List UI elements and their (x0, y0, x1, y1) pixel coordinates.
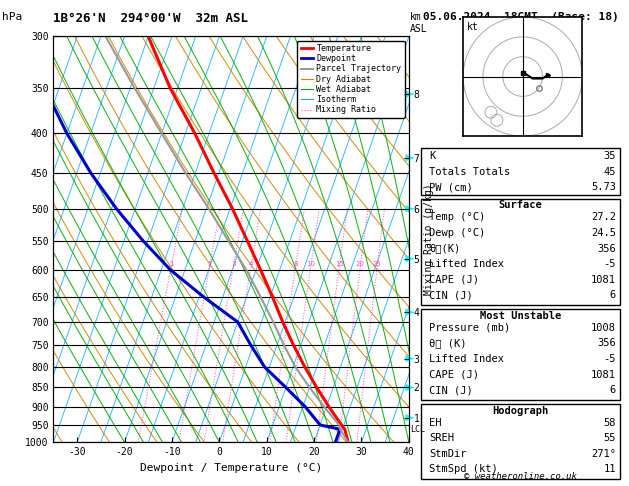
Text: 6: 6 (610, 385, 616, 395)
Text: 3: 3 (231, 261, 235, 267)
Text: PW (cm): PW (cm) (430, 182, 473, 192)
Text: 1081: 1081 (591, 369, 616, 380)
Text: kt: kt (467, 22, 479, 32)
Text: Lifted Index: Lifted Index (430, 354, 504, 364)
Y-axis label: Mixing Ratio (g/kg): Mixing Ratio (g/kg) (424, 184, 434, 295)
Text: 25: 25 (373, 261, 382, 267)
Text: 35: 35 (603, 151, 616, 161)
Text: 1: 1 (169, 261, 173, 267)
Text: -5: -5 (603, 354, 616, 364)
Text: StmDir: StmDir (430, 449, 467, 459)
Text: 5.73: 5.73 (591, 182, 616, 192)
Text: -5: -5 (603, 259, 616, 269)
Text: 58: 58 (603, 418, 616, 428)
Text: Dewp (°C): Dewp (°C) (430, 228, 486, 238)
Text: θᴇ (K): θᴇ (K) (430, 338, 467, 348)
Text: 27.2: 27.2 (591, 212, 616, 223)
Legend: Temperature, Dewpoint, Parcel Trajectory, Dry Adiabat, Wet Adiabat, Isotherm, Mi: Temperature, Dewpoint, Parcel Trajectory… (297, 41, 404, 118)
Text: K: K (430, 151, 436, 161)
Text: hPa: hPa (2, 12, 22, 22)
Text: CAPE (J): CAPE (J) (430, 275, 479, 285)
Text: 20: 20 (356, 261, 365, 267)
Text: CIN (J): CIN (J) (430, 290, 473, 300)
Text: ASL: ASL (410, 24, 428, 35)
Text: 1081: 1081 (591, 275, 616, 285)
Text: 55: 55 (603, 434, 616, 443)
Text: 2: 2 (208, 261, 211, 267)
Text: CAPE (J): CAPE (J) (430, 369, 479, 380)
Text: 05.06.2024  18GMT  (Base: 18): 05.06.2024 18GMT (Base: 18) (423, 12, 618, 22)
Text: 11: 11 (603, 465, 616, 474)
Text: 45: 45 (603, 167, 616, 176)
Text: StmSpd (kt): StmSpd (kt) (430, 465, 498, 474)
Text: 15: 15 (335, 261, 343, 267)
X-axis label: Dewpoint / Temperature (°C): Dewpoint / Temperature (°C) (140, 463, 322, 473)
Text: 356: 356 (597, 338, 616, 348)
Text: © weatheronline.co.uk: © weatheronline.co.uk (464, 472, 577, 481)
Text: Totals Totals: Totals Totals (430, 167, 511, 176)
Text: 356: 356 (597, 243, 616, 254)
Text: 10: 10 (306, 261, 315, 267)
Text: Pressure (mb): Pressure (mb) (430, 323, 511, 333)
Text: LCL: LCL (410, 425, 425, 434)
Text: Temp (°C): Temp (°C) (430, 212, 486, 223)
Text: Surface: Surface (499, 200, 542, 210)
Text: 8: 8 (293, 261, 298, 267)
Text: CIN (J): CIN (J) (430, 385, 473, 395)
Text: Most Unstable: Most Unstable (480, 311, 561, 321)
Text: SREH: SREH (430, 434, 454, 443)
Text: θᴇ(K): θᴇ(K) (430, 243, 460, 254)
Text: 6: 6 (610, 290, 616, 300)
Text: 24.5: 24.5 (591, 228, 616, 238)
Text: 4: 4 (248, 261, 253, 267)
Text: 1008: 1008 (591, 323, 616, 333)
Text: 1B°26'N  294°00'W  32m ASL: 1B°26'N 294°00'W 32m ASL (53, 12, 248, 25)
Text: Lifted Index: Lifted Index (430, 259, 504, 269)
Text: EH: EH (430, 418, 442, 428)
Text: Hodograph: Hodograph (493, 406, 548, 416)
Text: km: km (410, 12, 422, 22)
Text: 271°: 271° (591, 449, 616, 459)
